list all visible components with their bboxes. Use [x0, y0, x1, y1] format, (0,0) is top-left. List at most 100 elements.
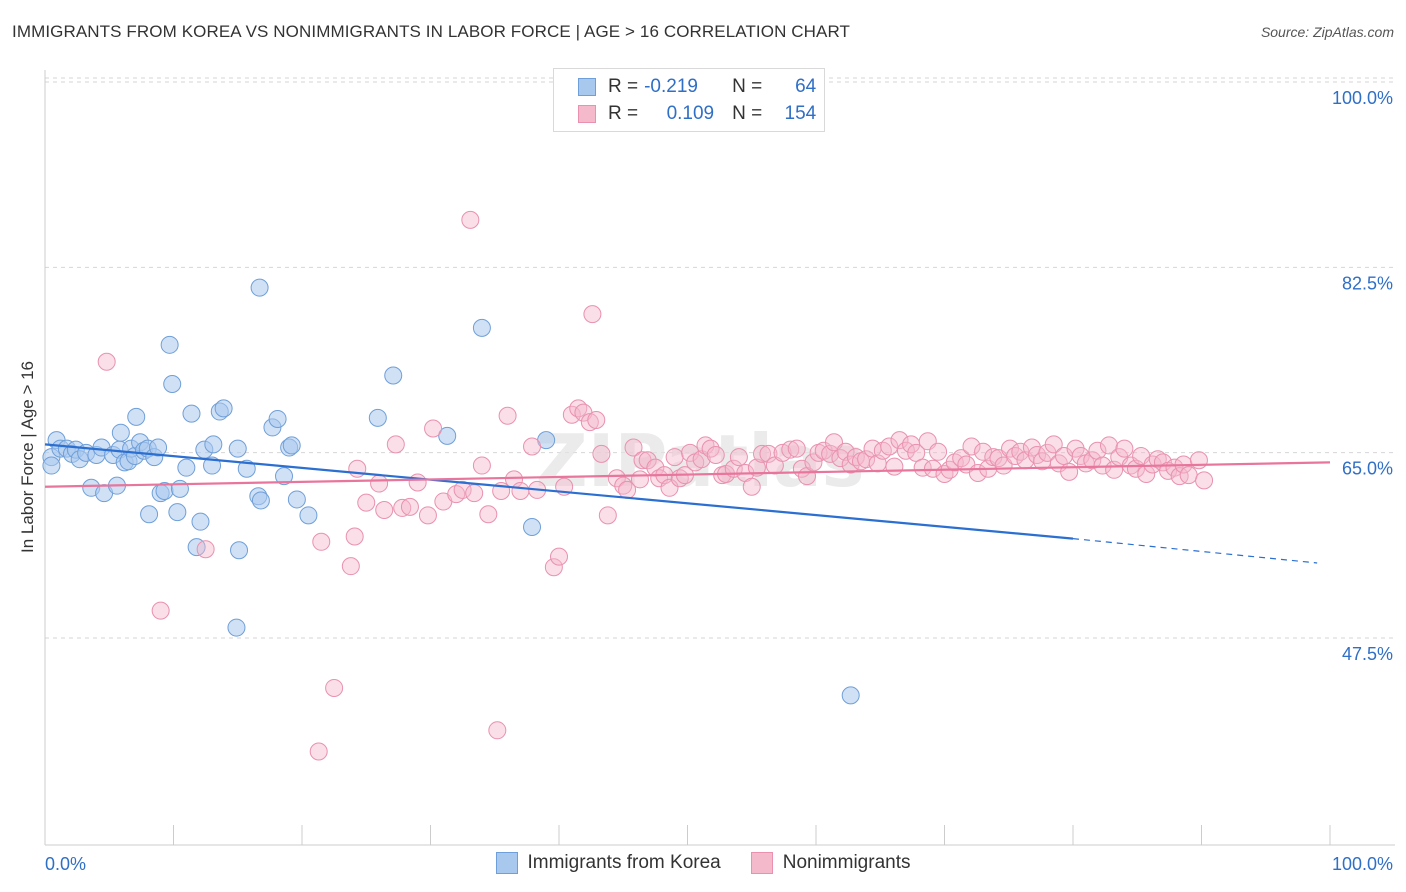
data-point-nonimmigrants	[386, 435, 405, 454]
data-point-korea	[127, 407, 146, 426]
data-point-korea	[191, 512, 210, 531]
gridlines	[45, 77, 1395, 639]
legend-label-nonimmigrants: Nonimmigrants	[782, 852, 911, 873]
legend-n-label: N =	[732, 103, 763, 124]
data-point-korea	[187, 538, 206, 557]
data-point-korea	[368, 408, 387, 427]
legend-swatch-korea	[495, 852, 518, 874]
trend-line-korea	[44, 443, 1074, 540]
data-point-korea	[275, 467, 294, 486]
legend-item-nonimmigrants: Nonimmigrants	[750, 852, 911, 874]
data-point-korea	[251, 491, 270, 510]
source-label: Source: ZipAtlas.com	[1260, 24, 1394, 40]
data-point-nonimmigrants	[692, 450, 711, 469]
data-point-nonimmigrants	[498, 406, 517, 425]
data-point-nonimmigrants	[587, 411, 606, 430]
y-axis-label: In Labor Force | Age > 16	[18, 361, 37, 553]
data-point-korea	[170, 479, 189, 498]
data-point-nonimmigrants	[747, 458, 766, 477]
data-point-nonimmigrants	[424, 419, 443, 438]
data-point-korea	[203, 456, 222, 475]
data-point-nonimmigrants	[1060, 462, 1079, 481]
data-point-korea	[250, 278, 269, 297]
data-point-nonimmigrants	[1083, 451, 1102, 470]
data-point-nonimmigrants	[638, 451, 657, 470]
data-point-nonimmigrants	[357, 493, 376, 512]
data-point-nonimmigrants	[1195, 471, 1214, 490]
data-point-nonimmigrants	[759, 444, 778, 463]
data-point-nonimmigrants	[1148, 450, 1167, 469]
data-point-nonimmigrants	[348, 459, 367, 478]
data-point-nonimmigrants	[393, 498, 412, 517]
data-point-nonimmigrants	[1189, 451, 1208, 470]
x-tick-label: 100.0%	[1332, 854, 1393, 874]
data-point-nonimmigrants	[418, 506, 437, 525]
data-point-korea	[160, 335, 179, 354]
data-point-nonimmigrants	[1099, 436, 1118, 455]
data-point-korea	[168, 503, 187, 522]
data-point-nonimmigrants	[375, 501, 394, 520]
x-tick-label: 0.0%	[45, 854, 86, 874]
trend-line-nonimmigrants	[44, 461, 1331, 488]
data-point-nonimmigrants	[781, 440, 800, 459]
data-point-nonimmigrants	[1044, 435, 1063, 454]
data-point-nonimmigrants	[994, 456, 1013, 475]
data-point-korea	[384, 366, 403, 385]
series-korea	[42, 278, 860, 705]
data-point-korea	[182, 404, 201, 423]
legend-r-value: 0.109	[666, 103, 715, 124]
legend-swatch-korea	[578, 78, 596, 96]
data-point-nonimmigrants	[804, 453, 823, 472]
data-point-nonimmigrants	[929, 442, 948, 461]
data-point-korea	[111, 423, 130, 442]
data-point-nonimmigrants	[472, 456, 491, 475]
data-point-nonimmigrants	[592, 444, 611, 463]
legend-n-value: 64	[795, 76, 817, 97]
y-tick-label: 65.0%	[1342, 459, 1393, 479]
data-point-korea	[299, 506, 318, 525]
legend-n-label: N =	[732, 76, 763, 97]
data-point-korea	[149, 438, 168, 457]
data-point-nonimmigrants	[562, 405, 581, 424]
data-point-nonimmigrants	[544, 558, 563, 577]
data-point-nonimmigrants	[400, 497, 419, 516]
data-point-korea	[163, 375, 182, 394]
data-point-nonimmigrants	[309, 742, 328, 761]
data-point-nonimmigrants	[511, 481, 530, 500]
data-point-korea	[841, 686, 860, 705]
data-point-korea	[237, 459, 256, 478]
data-point-nonimmigrants	[824, 433, 843, 452]
watermark: ZIPatlas	[536, 419, 865, 503]
legend-row-nonimmigrants: R = 0.109 N = 154	[578, 103, 816, 125]
data-point-nonimmigrants	[665, 448, 684, 467]
x-tick-labels: 0.0% 100.0%	[45, 854, 1393, 874]
chart-title: IMMIGRANTS FROM KOREA VS NONIMMIGRANTS I…	[12, 22, 851, 41]
data-point-nonimmigrants	[907, 443, 926, 462]
trend-lines	[44, 443, 1331, 564]
data-point-nonimmigrants	[742, 477, 761, 496]
data-point-korea	[177, 458, 196, 477]
data-point-nonimmigrants	[787, 439, 806, 458]
legend-r-label: R =	[608, 103, 639, 124]
data-point-nonimmigrants	[580, 413, 599, 432]
data-point-nonimmigrants	[1115, 439, 1134, 458]
data-point-nonimmigrants	[461, 210, 480, 229]
legend-r-value: -0.219	[644, 76, 698, 97]
data-point-nonimmigrants	[885, 457, 904, 476]
data-point-korea	[204, 435, 223, 454]
data-point-nonimmigrants	[312, 532, 331, 551]
data-point-nonimmigrants	[630, 470, 649, 489]
data-point-nonimmigrants	[598, 506, 617, 525]
data-point-nonimmigrants	[880, 437, 899, 456]
y-tick-label: 47.5%	[1342, 644, 1393, 664]
data-point-nonimmigrants	[974, 442, 993, 461]
data-point-nonimmigrants	[465, 484, 484, 503]
legend-label-korea: Immigrants from Korea	[527, 852, 721, 873]
data-point-korea	[282, 436, 301, 455]
legend-n-value: 154	[784, 103, 817, 124]
data-point-nonimmigrants	[962, 437, 981, 456]
data-point-korea	[287, 490, 306, 509]
data-point-korea	[523, 517, 542, 536]
data-point-nonimmigrants	[624, 438, 643, 457]
